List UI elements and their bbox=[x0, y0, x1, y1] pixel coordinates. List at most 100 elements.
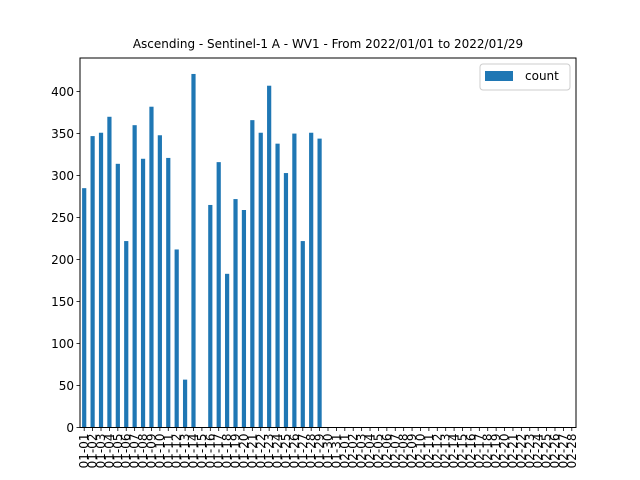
x-tick-label: 01-20 bbox=[237, 433, 251, 468]
x-tick-label: 02-09 bbox=[405, 434, 419, 469]
x-tick-label: 01-30 bbox=[321, 434, 335, 469]
bar-01-07 bbox=[132, 125, 137, 428]
x-tick-label: 02-07 bbox=[388, 433, 402, 468]
bar-01-09 bbox=[149, 106, 154, 428]
bar-01-28 bbox=[309, 132, 314, 428]
x-tick-label: 02-28 bbox=[565, 434, 579, 469]
chart-title: Ascending - Sentinel-1 A - WV1 - From 20… bbox=[133, 37, 523, 51]
bars-group bbox=[82, 73, 322, 428]
legend: count bbox=[479, 63, 571, 91]
x-tick-label: 02-14 bbox=[447, 433, 461, 468]
x-tick-label: 01-26 bbox=[287, 433, 301, 468]
x-tick-label: 01-17 bbox=[212, 433, 226, 468]
bar-01-05 bbox=[115, 163, 120, 428]
x-tick-label: 01-31 bbox=[329, 434, 343, 469]
x-tick-label: 01-28 bbox=[304, 434, 318, 469]
x-tick-label: 01-10 bbox=[153, 433, 167, 468]
x-tick-label: 02-26 bbox=[548, 433, 562, 468]
x-tick-label: 02-05 bbox=[371, 433, 385, 468]
bar-01-23 bbox=[267, 85, 272, 428]
bar-01-10 bbox=[157, 135, 162, 428]
x-tick-label: 02-01 bbox=[338, 433, 352, 468]
x-tick-label: 01-01 bbox=[77, 433, 91, 468]
x-tick-label: 01-23 bbox=[262, 433, 276, 468]
bar-01-26 bbox=[292, 133, 297, 428]
x-tick-label: 02-24 bbox=[531, 434, 545, 469]
bar-01-12 bbox=[174, 249, 179, 428]
bar-01-22 bbox=[258, 132, 263, 428]
x-tick-label: 02-25 bbox=[540, 434, 554, 469]
x-tick-label: 02-06 bbox=[380, 434, 394, 469]
x-tick-label: 01-07 bbox=[128, 433, 142, 468]
x-tick-label: 01-21 bbox=[245, 434, 259, 469]
y-tick-label: 200 bbox=[51, 253, 74, 267]
x-tick-label: 02-17 bbox=[472, 433, 486, 468]
x-tick-label: 02-16 bbox=[464, 434, 478, 469]
x-tick-label: 01-04 bbox=[102, 433, 116, 468]
x-tick-label: 01-29 bbox=[313, 433, 327, 468]
bar-01-02 bbox=[90, 136, 95, 428]
bar-01-08 bbox=[140, 158, 146, 428]
x-tick-label: 02-11 bbox=[422, 433, 436, 468]
bar-01-19 bbox=[233, 199, 238, 428]
x-tick-label: 02-15 bbox=[456, 434, 470, 469]
bar-01-17 bbox=[216, 162, 221, 428]
bar-01-18 bbox=[225, 273, 230, 428]
x-tick-label: 01-08 bbox=[136, 433, 150, 468]
x-tick-label: 01-06 bbox=[119, 434, 133, 469]
legend-swatch bbox=[485, 71, 513, 81]
x-tick-label: 02-20 bbox=[498, 433, 512, 468]
x-tick-label: 02-22 bbox=[514, 434, 528, 469]
y-tick-label: 250 bbox=[51, 211, 74, 225]
bar-01-16 bbox=[208, 204, 213, 428]
bar-01-20 bbox=[241, 210, 247, 428]
x-tick-label: 01-09 bbox=[144, 434, 158, 469]
x-tick-label: 02-13 bbox=[439, 433, 453, 468]
bar-01-06 bbox=[124, 241, 129, 428]
y-axis: 0 50 100 150 200 250 300 350 400 bbox=[51, 85, 80, 435]
x-tick-label: 01-19 bbox=[229, 434, 243, 469]
bar-01-24 bbox=[275, 143, 280, 428]
y-tick-label: 0 bbox=[66, 421, 74, 435]
x-tick-label: 02-27 bbox=[556, 434, 570, 469]
x-tick-label: 02-10 bbox=[413, 433, 427, 468]
x-tick-label: 01-18 bbox=[220, 434, 234, 469]
x-tick-label: 02-19 bbox=[489, 434, 503, 469]
x-tick-label: 01-12 bbox=[170, 434, 184, 469]
x-tick-label: 01-22 bbox=[254, 434, 268, 469]
x-tick-label: 01-25 bbox=[279, 434, 293, 469]
bar-01-01 bbox=[82, 188, 87, 428]
bar-01-11 bbox=[166, 157, 171, 428]
bar-01-14 bbox=[191, 73, 196, 428]
x-tick-label: 02-02 bbox=[346, 433, 360, 468]
bar-01-04 bbox=[107, 116, 112, 428]
x-tick-label: 02-23 bbox=[523, 433, 537, 468]
legend-label: count bbox=[525, 69, 559, 83]
x-tick-label: 01-13 bbox=[178, 433, 192, 468]
x-tick-label: 01-14 bbox=[186, 433, 200, 468]
x-tick-label: 01-24 bbox=[271, 434, 285, 469]
y-tick-label: 400 bbox=[51, 85, 74, 99]
bar-01-25 bbox=[283, 173, 289, 428]
x-tick-label: 02-04 bbox=[363, 433, 377, 468]
bar-01-21 bbox=[250, 120, 255, 428]
x-tick-label: 02-21 bbox=[506, 434, 520, 469]
bar-01-13 bbox=[182, 379, 188, 428]
x-tick-label: 01-15 bbox=[195, 434, 209, 469]
bar-01-27 bbox=[300, 241, 305, 428]
x-axis: 01-0101-0201-0301-0401-0501-0601-0701-08… bbox=[77, 427, 579, 469]
x-tick-label: 02-03 bbox=[355, 434, 369, 469]
x-tick-label: 01-16 bbox=[203, 434, 217, 469]
y-tick-label: 50 bbox=[59, 379, 74, 393]
x-tick-label: 01-11 bbox=[161, 433, 175, 468]
y-tick-label: 100 bbox=[51, 337, 74, 351]
y-tick-label: 350 bbox=[51, 127, 74, 141]
bar-01-29 bbox=[317, 138, 322, 428]
plot-frame bbox=[79, 57, 577, 428]
x-tick-label: 01-02 bbox=[86, 433, 100, 468]
x-tick-label: 02-12 bbox=[430, 434, 444, 469]
bar-01-03 bbox=[98, 132, 104, 428]
y-tick-label: 150 bbox=[51, 295, 74, 309]
x-tick-label: 01-03 bbox=[94, 434, 108, 469]
